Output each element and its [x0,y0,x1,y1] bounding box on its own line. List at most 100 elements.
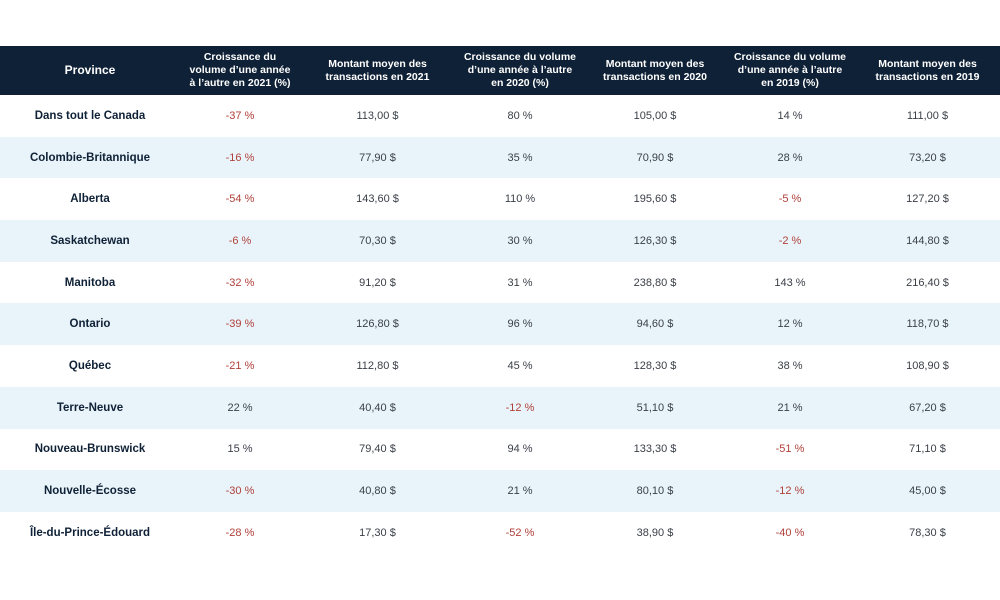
cell-growth-2020: 45 % [507,359,533,372]
cell-growth-2021: -21 % [225,359,255,372]
cell-amount-2020: 70,90 $ [636,151,674,164]
header-row: Province Croissance du volume d’une anné… [0,46,1000,95]
header-amount-2019: Montant moyen des transactions en 2019 [875,57,980,83]
cell-amount-2019: 73,20 $ [909,151,946,164]
data-table-container: Province Croissance du volume d’une anné… [0,46,1000,554]
cell-amount-2020: 80,10 $ [636,485,674,498]
table-row: Colombie-Britannique -16 % 77,90 $ 35 % 70,9… [0,136,1000,179]
cell-growth-2021: -32 % [225,276,255,289]
cell-growth-2021: 22 % [227,401,253,414]
cell-province: Alberta [70,193,110,206]
cell-growth-2020: 35 % [507,151,533,164]
table-header: Province Croissance du volume d’une anné… [0,46,1000,95]
header-growth-2020: Croissance du volume d’une année à l’aut… [463,51,577,89]
cell-growth-2019: -51 % [775,443,805,456]
cell-amount-2019: 118,70 $ [906,318,949,331]
table-row: Dans tout le Canada -37 % 113,00 $ 80 % 105,… [0,95,1000,137]
cell-province: Ontario [69,318,111,331]
cell-growth-2020: 30 % [507,234,533,247]
cell-amount-2019: 71,10 $ [909,443,946,456]
cell-amount-2020: 128,30 $ [633,359,677,372]
cell-amount-2021: 126,80 $ [356,318,399,331]
table-row: Nouveau-Brunswick 15 % 79,40 $ 94 % 133,30 $… [0,428,1000,471]
cell-growth-2021: -28 % [225,526,255,539]
header-amount-2020: Montant moyen des transactions en 2020 [603,57,707,83]
cell-amount-2021: 17,30 $ [359,526,396,539]
cell-province: Québec [68,359,112,372]
cell-growth-2019: 143 % [774,276,806,289]
cell-province: Dans tout le Canada [34,109,146,122]
table-row: Saskatchewan -6 % 70,30 $ 30 % 126,30 $ -2 % 1… [0,220,1000,262]
cell-growth-2020: 96 % [507,318,533,331]
cell-amount-2019: 127,20 $ [906,193,949,206]
cell-amount-2019: 67,20 $ [909,401,946,414]
header-growth-2019: Croissance du volume d’une année à l’aut… [733,51,847,89]
cell-growth-2019: 38 % [777,359,803,372]
cell-growth-2019: -40 % [775,526,805,539]
table-row: Ontario -39 % 126,80 $ 96 % 94,60 $ 12 % 118,7… [0,303,1000,346]
cell-amount-2021: 113,00 $ [356,109,399,122]
cell-amount-2021: 40,40 $ [359,401,396,414]
cell-province: Saskatchewan [50,234,130,247]
cell-amount-2019: 216,40 $ [906,276,949,289]
cell-growth-2021: 15 % [227,443,253,456]
cell-growth-2019: 28 % [777,151,803,164]
cell-growth-2020: 80 % [507,109,533,122]
cell-amount-2019: 45,00 $ [909,485,946,498]
cell-growth-2020: 94 % [507,443,533,456]
cell-growth-2019: 12 % [777,318,803,331]
cell-growth-2019: -5 % [778,193,802,206]
cell-amount-2021: 40,80 $ [359,485,396,498]
cell-amount-2020: 105,00 $ [633,109,677,122]
table-row: Manitoba -32 % 91,20 $ 31 % 238,80 $ 143 % 216… [0,261,1000,304]
table-row: Île-du-Prince-Édouard -28 % 17,30 $ -52 % 38… [0,511,1000,554]
table-body: Dans tout le Canada -37 % 113,00 $ 80 % 105,… [0,95,1000,554]
cell-amount-2019: 144,80 $ [906,234,949,247]
cell-growth-2021: -30 % [225,485,255,498]
cell-amount-2020: 126,30 $ [633,234,677,247]
cell-amount-2020: 133,30 $ [633,443,677,456]
cell-amount-2020: 238,80 $ [633,276,677,289]
cell-growth-2021: -54 % [225,193,255,206]
cell-amount-2020: 94,60 $ [636,318,674,331]
cell-amount-2021: 143,60 $ [356,193,399,206]
cell-amount-2021: 70,30 $ [359,234,396,247]
table-row: Nouvelle-Écosse -30 % 40,80 $ 21 % 80,10 $ -1… [0,470,1000,512]
cell-amount-2020: 38,90 $ [636,526,674,539]
cell-growth-2020: 21 % [507,485,533,498]
cell-growth-2019: -2 % [778,234,802,247]
cell-amount-2019: 111,00 $ [906,109,949,122]
cell-province: Colombie-Britannique [29,151,151,164]
cell-growth-2019: -12 % [775,485,805,498]
cell-province: Manitoba [64,276,116,289]
cell-amount-2019: 108,90 $ [906,359,949,372]
cell-growth-2020: 31 % [507,276,533,289]
cell-amount-2019: 78,30 $ [909,526,946,539]
transactions-table: Province Croissance du volume d’une anné… [0,46,1000,554]
cell-growth-2020: 110 % [504,193,536,206]
table-row: Québec -21 % 112,80 $ 45 % 128,30 $ 38 % 108,9… [0,345,1000,387]
cell-amount-2020: 195,60 $ [633,193,677,206]
cell-province: Île-du-Prince-Édouard [29,526,151,539]
cell-growth-2020: -12 % [505,401,535,414]
cell-growth-2019: 21 % [777,401,803,414]
cell-amount-2020: 51,10 $ [636,401,674,414]
table-row: Terre-Neuve 22 % 40,40 $ -12 % 51,10 $ 21 % 67… [0,386,1000,429]
table-row: Alberta -54 % 143,60 $ 110 % 195,60 $ -5 % 127… [0,178,1000,221]
cell-growth-2021: -37 % [225,109,255,122]
header-amount-2021: Montant moyen des transactions en 2021 [325,57,430,83]
cell-growth-2021: -6 % [228,234,252,247]
cell-growth-2021: -39 % [225,318,255,331]
cell-province: Nouveau-Brunswick [34,443,146,456]
cell-growth-2019: 14 % [777,109,803,122]
cell-province: Terre-Neuve [56,401,124,414]
cell-amount-2021: 91,20 $ [359,276,396,289]
cell-province: Nouvelle-Écosse [43,485,137,498]
cell-amount-2021: 79,40 $ [359,443,396,456]
cell-growth-2020: -52 % [505,526,535,539]
header-growth-2021: Croissance du volume d’une année à l’aut… [189,51,291,89]
cell-growth-2021: -16 % [225,151,255,164]
header-province: Province [64,63,116,77]
cell-amount-2021: 77,90 $ [359,151,396,164]
cell-amount-2021: 112,80 $ [356,359,399,372]
